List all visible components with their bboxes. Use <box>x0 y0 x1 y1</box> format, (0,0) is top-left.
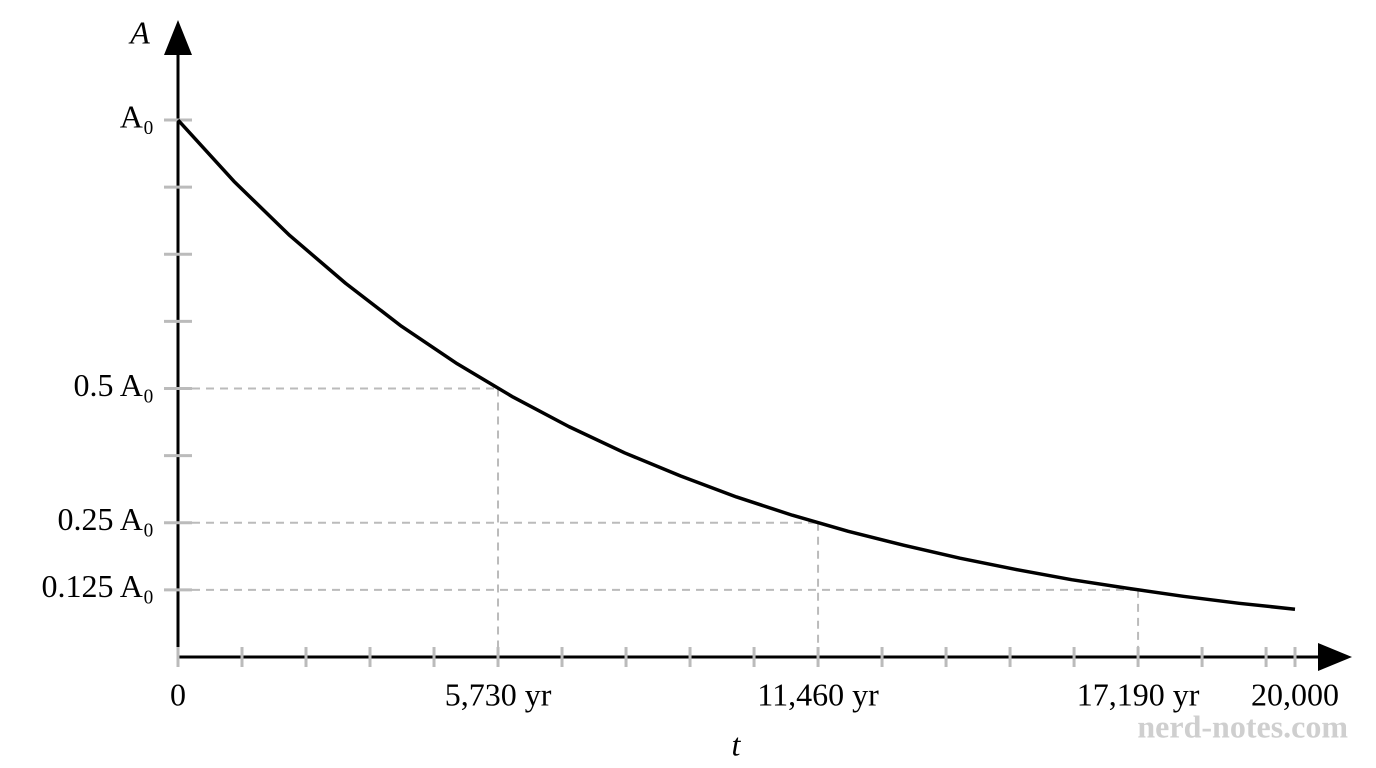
watermark: nerd-notes.com <box>1137 708 1348 744</box>
x-tick-label: 17,190 yr <box>1077 676 1200 712</box>
y-tick-label: 0.125 A₀ <box>42 568 155 604</box>
decay-curve <box>176 118 1296 611</box>
x-axis-arrow <box>1318 643 1352 671</box>
y-tick-label: A₀ <box>120 98 154 134</box>
x-tick-label: 5,730 yr <box>445 676 552 712</box>
y-tick-label: 0.5 A₀ <box>74 367 155 403</box>
y-axis-arrow <box>164 20 192 55</box>
y-axis-label: A <box>128 14 150 50</box>
x-axis-label: t <box>732 726 742 762</box>
x-tick-label: 20,000 <box>1251 676 1339 712</box>
y-tick-label: 0.25 A₀ <box>58 501 155 537</box>
x-tick-label: 11,460 yr <box>757 676 879 712</box>
x-tick-label: 0 <box>170 676 186 712</box>
